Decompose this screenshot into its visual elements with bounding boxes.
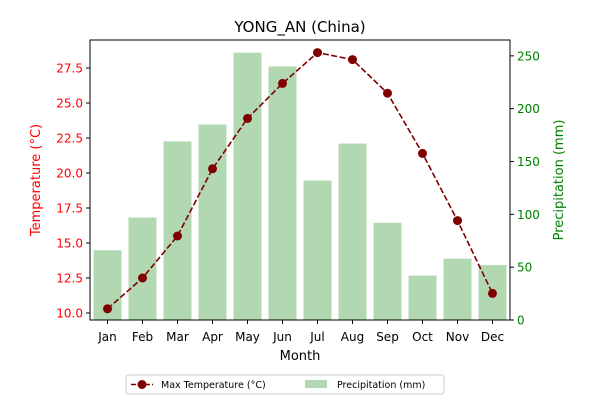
legend-label-temperature: Max Temperature (°C) (161, 380, 266, 391)
temperature-line-group (103, 48, 497, 314)
right-tick-label: 250 (517, 49, 540, 63)
temperature-point (243, 113, 252, 123)
plot-frame (89, 39, 511, 321)
precipitation-bar (373, 222, 402, 320)
left-tick-label: 25.0 (56, 97, 83, 111)
x-tick-label: Nov (446, 330, 469, 344)
chart-title: YONG_AN (China) (233, 18, 365, 37)
precipitation-bar (443, 258, 472, 320)
legend: Max Temperature (°C) Precipitation (mm) (125, 374, 445, 395)
left-tick-label: 12.5 (56, 272, 83, 286)
left-axis: 10.0 12.5 15.0 17.5 20.0 22.5 25.0 27.5 (56, 62, 90, 321)
x-tick-label: Jun (272, 330, 292, 344)
left-tick-label: 20.0 (56, 167, 83, 181)
x-tick-label: Apr (202, 330, 223, 344)
temperature-point (383, 88, 392, 98)
x-tick-label: Jul (309, 330, 324, 344)
temperature-point (488, 288, 497, 298)
temperature-point (173, 231, 182, 241)
temperature-point (348, 55, 357, 65)
x-tick-label: May (235, 330, 260, 344)
temperature-point (313, 48, 322, 58)
temperature-point (418, 148, 427, 158)
x-axis: Jan Feb Mar Apr May Jun Jul Aug Sep Oct Nov Dec (97, 320, 504, 344)
right-tick-label: 50 (517, 261, 532, 275)
left-tick-label: 22.5 (56, 132, 83, 146)
precipitation-bar (163, 141, 192, 320)
temperature-point (453, 216, 462, 226)
x-tick-label: Dec (481, 330, 504, 344)
right-axis: 0 50 100 150 200 250 (510, 49, 540, 328)
x-tick-label: Sep (376, 330, 399, 344)
right-axis-label: Precipitation (mm) (552, 120, 567, 241)
x-axis-label: Month (280, 349, 321, 364)
x-tick-label: Oct (412, 330, 433, 344)
legend-frame (125, 374, 445, 395)
left-tick-label: 17.5 (56, 202, 83, 216)
right-tick-label: 200 (517, 102, 540, 116)
legend-bar-swatch (305, 380, 327, 388)
left-tick-label: 15.0 (56, 237, 83, 251)
x-tick-label: Jan (97, 330, 117, 344)
right-tick-label: 150 (517, 155, 540, 169)
precipitation-bar (338, 143, 367, 320)
legend-label-precipitation: Precipitation (mm) (337, 380, 425, 391)
left-tick-label: 10.0 (56, 307, 83, 321)
temperature-point (278, 78, 287, 88)
precipitation-bar (303, 180, 332, 320)
precipitation-bar (233, 52, 262, 320)
right-tick-label: 100 (517, 208, 540, 222)
x-tick-label: Feb (132, 330, 153, 344)
x-tick-label: Mar (166, 330, 189, 344)
temperature-line (106, 51, 494, 310)
precipitation-bar (128, 217, 157, 320)
temperature-point (138, 273, 147, 283)
left-axis-label: Temperature (°C) (29, 124, 44, 237)
right-tick-label: 0 (517, 314, 525, 328)
x-tick-label: Aug (341, 330, 364, 344)
temperature-point (208, 164, 217, 174)
precipitation-bar (198, 124, 227, 320)
bars-group (93, 52, 507, 320)
precipitation-bar (408, 275, 437, 320)
left-tick-label: 27.5 (56, 62, 83, 76)
precipitation-bar (268, 66, 297, 320)
temperature-point (103, 304, 112, 314)
legend-line-marker (137, 380, 147, 389)
